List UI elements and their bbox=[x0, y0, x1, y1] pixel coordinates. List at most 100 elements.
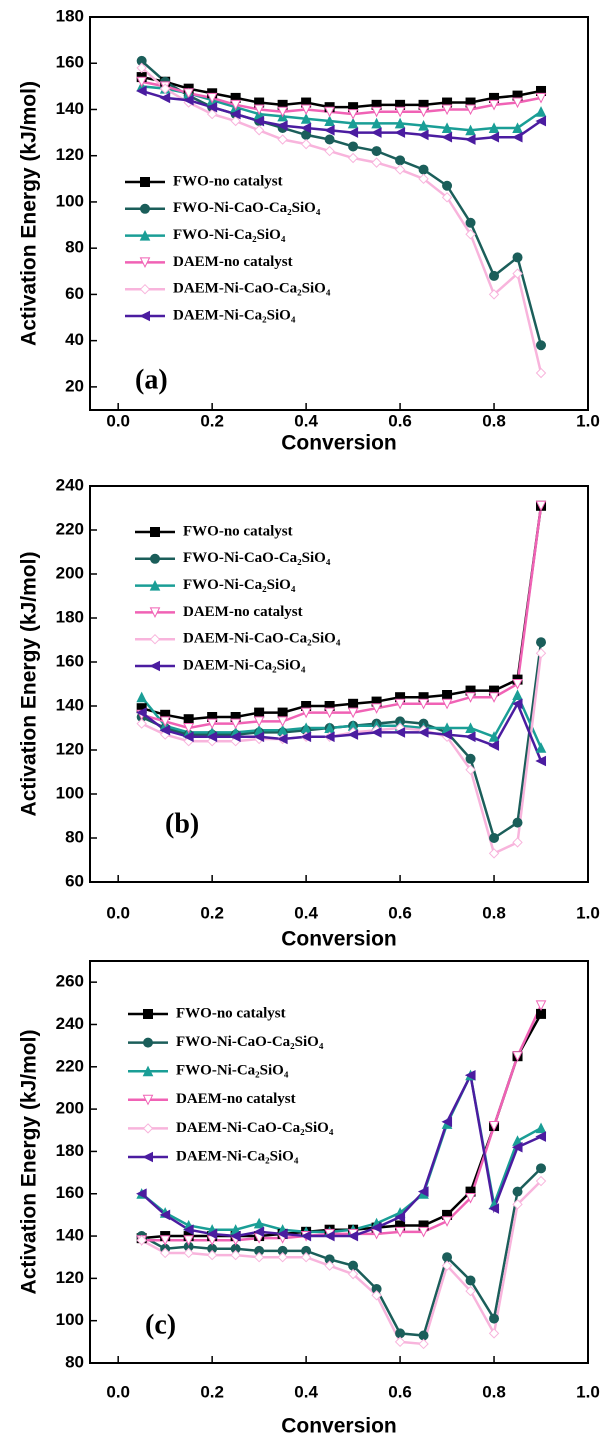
data-point bbox=[159, 92, 171, 104]
x-tick-label: 0.0 bbox=[106, 411, 130, 430]
data-point bbox=[394, 117, 406, 129]
data-point bbox=[418, 698, 429, 710]
data-point bbox=[323, 1230, 335, 1242]
x-tick-label: 0.6 bbox=[388, 1382, 412, 1401]
data-point bbox=[488, 1121, 500, 1132]
data-point bbox=[136, 62, 147, 74]
data-point bbox=[512, 679, 523, 690]
legend-label: DAEM-no catalyst bbox=[176, 1091, 296, 1107]
data-point bbox=[417, 727, 429, 738]
data-point bbox=[535, 500, 547, 512]
panel: 20 40 60 80 100 120 140 160 180 0.0 0.2 0.4 0.6 0.8 1.… bbox=[18, 6, 600, 454]
legend-marker bbox=[142, 1094, 154, 1106]
plot-frame bbox=[89, 16, 589, 411]
data-point bbox=[324, 106, 335, 118]
data-point bbox=[465, 692, 476, 703]
data-point bbox=[253, 1226, 265, 1238]
data-point bbox=[300, 707, 312, 719]
data-point bbox=[441, 1260, 453, 1271]
data-point bbox=[324, 145, 335, 157]
data-point bbox=[159, 716, 171, 728]
data-point bbox=[418, 1330, 429, 1341]
data-point bbox=[159, 83, 171, 94]
data-point bbox=[488, 1203, 500, 1214]
y-tick-label: 140 bbox=[56, 695, 84, 714]
data-point bbox=[536, 1163, 547, 1174]
data-point bbox=[348, 1260, 359, 1271]
data-point bbox=[300, 113, 312, 124]
data-point bbox=[465, 1285, 476, 1297]
legend-label: FWO-no catalyst bbox=[173, 173, 283, 189]
data-point bbox=[418, 120, 429, 131]
data-point bbox=[512, 817, 523, 828]
data-point bbox=[512, 1186, 523, 1197]
data-point bbox=[512, 1051, 523, 1062]
data-point bbox=[323, 124, 335, 136]
data-point bbox=[324, 707, 335, 719]
x-tick-label: 0.0 bbox=[106, 1382, 130, 1401]
y-tick-label: 220 bbox=[56, 1056, 84, 1075]
x-axis-title: Conversion bbox=[281, 432, 397, 455]
legend-marker bbox=[139, 257, 151, 269]
data-point bbox=[347, 117, 359, 129]
data-point bbox=[441, 1116, 453, 1128]
data-point bbox=[277, 707, 288, 718]
x-tick-label: 1.0 bbox=[576, 1382, 600, 1401]
data-point bbox=[347, 1230, 359, 1242]
data-point bbox=[488, 848, 500, 859]
data-point bbox=[464, 134, 476, 145]
series-line bbox=[141, 85, 542, 132]
data-point bbox=[230, 115, 241, 127]
legend-label: DAEM-Ni-CaO-Ca₂SiO₄ bbox=[176, 1120, 334, 1136]
data-point bbox=[324, 1260, 335, 1271]
data-point bbox=[277, 733, 288, 745]
data-point bbox=[488, 740, 500, 751]
legend-label: DAEM-Ni-Ca₂SiO₄ bbox=[173, 307, 296, 323]
x-tick-label: 0.4 bbox=[294, 903, 318, 922]
data-point bbox=[488, 131, 500, 143]
data-point bbox=[183, 731, 194, 743]
data-point bbox=[253, 731, 265, 743]
legend-marker bbox=[143, 1009, 153, 1019]
data-point bbox=[253, 1217, 265, 1229]
legend-marker bbox=[142, 1151, 153, 1163]
y-tick-label: 80 bbox=[65, 827, 84, 846]
x-tick-label: 0.8 bbox=[482, 903, 506, 922]
y-tick-label: 240 bbox=[56, 1014, 84, 1033]
data-point bbox=[348, 698, 359, 709]
data-point bbox=[418, 1338, 429, 1350]
legend-marker bbox=[140, 177, 150, 187]
data-point bbox=[347, 109, 359, 120]
y-tick-label: 20 bbox=[65, 376, 84, 395]
x-tick-label: 0.6 bbox=[388, 411, 412, 430]
data-point bbox=[348, 141, 359, 152]
data-point bbox=[394, 127, 406, 138]
panel: 80 100 120 140 160 180 200 220 240 260 0.0 0.2 0.4 0.… bbox=[18, 960, 600, 1438]
legend-label: FWO-no catalyst bbox=[183, 523, 293, 539]
y-tick-label: 260 bbox=[56, 972, 84, 991]
x-tick-label: 1.0 bbox=[576, 903, 600, 922]
data-point bbox=[277, 1228, 288, 1240]
data-point bbox=[512, 122, 523, 133]
y-tick-label: 180 bbox=[56, 607, 84, 626]
data-point bbox=[442, 1252, 453, 1263]
data-point bbox=[371, 117, 382, 129]
y-axis-title: Activation Energy (kJ/mol) bbox=[18, 81, 41, 346]
data-point bbox=[371, 146, 382, 157]
data-point bbox=[136, 76, 147, 88]
data-point bbox=[183, 1247, 194, 1259]
data-point bbox=[136, 1188, 147, 1200]
data-point bbox=[347, 127, 359, 138]
data-point bbox=[394, 1226, 406, 1238]
y-tick-label: 80 bbox=[65, 238, 84, 257]
data-point bbox=[230, 1230, 241, 1242]
y-axis-title: Activation Energy (kJ/mol) bbox=[18, 552, 41, 817]
legend-label: FWO-Ni-Ca₂SiO₄ bbox=[176, 1063, 289, 1079]
data-point bbox=[394, 1211, 406, 1223]
data-point bbox=[183, 1235, 194, 1246]
data-point bbox=[489, 833, 500, 843]
data-point bbox=[441, 131, 453, 143]
data-point bbox=[206, 731, 218, 743]
x-tick-label: 0.8 bbox=[482, 1382, 506, 1401]
